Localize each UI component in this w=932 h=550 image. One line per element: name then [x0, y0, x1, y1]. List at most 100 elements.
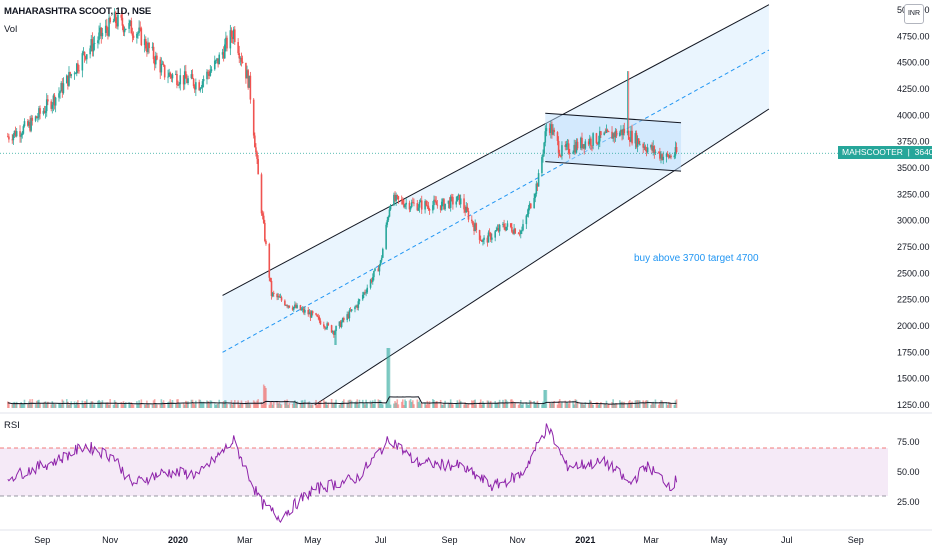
volume-bar — [39, 403, 41, 408]
candle-body — [413, 202, 415, 204]
candle-body — [615, 130, 618, 137]
candle-body — [483, 237, 485, 240]
rsi-band — [0, 448, 888, 496]
candle-body — [37, 117, 39, 119]
candle-body — [642, 143, 644, 148]
trade-annotation[interactable]: buy above 3700 target 4700 — [634, 253, 759, 264]
volume-bar — [113, 400, 116, 408]
volume-bar — [435, 401, 438, 408]
volume-bar — [416, 399, 419, 408]
candle-body — [232, 29, 235, 40]
volume-bar — [630, 402, 632, 408]
candle-body — [370, 279, 373, 282]
volume-bar — [304, 399, 306, 408]
candle-body — [296, 305, 298, 308]
candle-body — [144, 38, 147, 49]
volume-bar — [6, 401, 9, 408]
volume-bar — [12, 402, 15, 408]
volume-bar — [386, 348, 389, 408]
candle-body — [596, 143, 599, 145]
candle-body — [262, 215, 265, 223]
volume-bar — [506, 401, 509, 408]
candle-body — [412, 202, 414, 204]
candle-body — [529, 203, 532, 209]
volume-bar — [357, 404, 360, 408]
candle-body — [276, 293, 278, 298]
candle-body — [533, 198, 535, 209]
candle-body — [69, 72, 71, 76]
candle-body — [78, 70, 80, 72]
volume-bar — [124, 402, 127, 408]
candle-body — [459, 198, 462, 205]
volume-bar — [37, 400, 39, 408]
candle-body — [128, 23, 130, 29]
candle-body — [522, 224, 524, 231]
volume-bar — [284, 400, 286, 408]
candle-body — [288, 305, 291, 308]
volume-bar — [639, 400, 641, 408]
candle-body — [27, 121, 29, 126]
candle-body — [39, 108, 41, 114]
candle-body — [603, 132, 606, 136]
rsi-label[interactable]: RSI — [4, 420, 20, 431]
volume-bar — [572, 400, 574, 408]
volume-bar — [361, 399, 364, 408]
price-axis-tick: 2500.00 — [897, 268, 930, 278]
symbol-title[interactable]: MAHARASHTRA SCOOT, 1D, NSE — [4, 6, 151, 17]
volume-bar — [410, 401, 413, 408]
volume-bar — [101, 400, 104, 408]
currency-badge[interactable]: INR — [904, 4, 924, 24]
volume-bar — [239, 403, 242, 408]
volume-bar — [137, 403, 139, 408]
volume-bar — [358, 399, 361, 408]
time-axis-tick: Jul — [781, 535, 793, 545]
volume-bar — [393, 403, 395, 408]
volume-bar — [669, 403, 671, 408]
box-upper-line — [545, 112, 682, 124]
candle-body — [183, 71, 186, 85]
candle-body — [131, 33, 134, 36]
volume-bar — [456, 400, 459, 408]
candle-body — [588, 138, 591, 145]
volume-bar — [418, 400, 421, 408]
volume-bar — [450, 404, 453, 408]
time-axis-tick: May — [304, 535, 322, 545]
candle-body — [284, 300, 286, 306]
volume-bar — [650, 404, 652, 408]
candle-body — [556, 132, 559, 141]
candle-body — [52, 95, 55, 105]
volume-bar — [588, 399, 591, 408]
candle-body — [419, 200, 422, 203]
candle-body — [207, 71, 209, 74]
candle-body — [620, 129, 622, 133]
volume-bar — [90, 401, 93, 408]
volume-bar — [210, 400, 213, 408]
volume-bar — [340, 402, 343, 408]
volume-bar — [207, 401, 209, 408]
candle-body — [433, 199, 435, 206]
volume-bar — [195, 400, 197, 408]
channel-median-line — [222, 49, 770, 353]
candle-body — [402, 199, 404, 204]
volume-label[interactable]: Vol — [4, 24, 18, 35]
volume-bar — [560, 403, 562, 408]
candle-body — [42, 110, 45, 114]
volume-bar — [21, 403, 24, 408]
volume-bar — [542, 401, 544, 408]
volume-bar — [405, 401, 407, 408]
candle-body — [614, 130, 617, 138]
volume-bar — [489, 400, 492, 408]
volume-bar — [670, 403, 672, 408]
volume-bar — [317, 402, 320, 408]
volume-bar — [50, 404, 52, 408]
candle-body — [475, 223, 478, 231]
volume-bar — [566, 402, 569, 408]
candle-body — [291, 307, 294, 310]
candle-body — [506, 223, 509, 227]
volume-bar — [128, 401, 130, 408]
candle-body — [54, 97, 57, 106]
volume-bar — [43, 401, 46, 408]
volume-bar — [13, 401, 16, 408]
last-price-tag: MAHSCOOTER | 3640.25 — [838, 146, 932, 160]
